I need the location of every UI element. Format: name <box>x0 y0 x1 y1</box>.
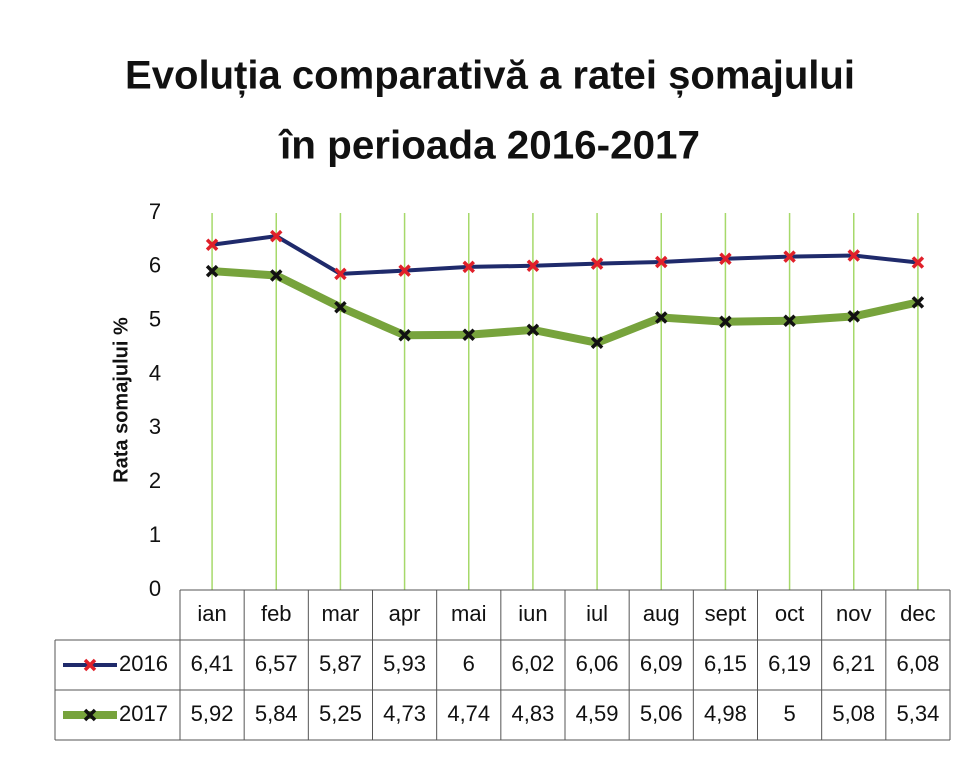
table-value: 6,21 <box>832 651 875 676</box>
marker <box>462 260 475 274</box>
y-tick-label: 0 <box>149 576 161 601</box>
table-value: 5,34 <box>897 701 940 726</box>
x-tick-label: mai <box>451 601 486 626</box>
marker <box>783 250 796 263</box>
x-tick-label: sept <box>705 601 747 626</box>
table-value: 5,92 <box>191 701 234 726</box>
table-value: 5,84 <box>255 701 298 726</box>
table-value: 6,15 <box>704 651 747 676</box>
y-tick-label: 5 <box>149 307 161 332</box>
marker <box>334 267 347 281</box>
legend-marker <box>83 658 97 672</box>
x-tick-label: feb <box>261 601 292 626</box>
table-value: 4,98 <box>704 701 747 726</box>
marker <box>847 249 860 262</box>
line <box>211 267 919 347</box>
x-tick-label: apr <box>389 601 421 626</box>
y-tick-label: 2 <box>149 468 161 493</box>
y-tick-label: 4 <box>149 360 161 385</box>
legend-marker <box>83 708 97 722</box>
table-value: 5,08 <box>832 701 875 726</box>
marker <box>655 311 668 324</box>
marker <box>462 328 475 341</box>
marker <box>526 259 540 273</box>
table-value: 4,74 <box>447 701 490 726</box>
table-value: 6 <box>463 651 475 676</box>
table-value: 4,73 <box>383 701 426 726</box>
marker <box>205 264 219 278</box>
x-tick-label: aug <box>643 601 680 626</box>
table-value: 6,08 <box>897 651 940 676</box>
legend-label: 2016 <box>119 651 168 676</box>
marker <box>590 336 604 350</box>
marker <box>719 315 732 329</box>
marker <box>398 329 411 342</box>
table-value: 6,09 <box>640 651 683 676</box>
marker <box>911 256 925 269</box>
table-value: 5,93 <box>383 651 426 676</box>
table-value: 5,87 <box>319 651 362 676</box>
x-tick-label: nov <box>836 601 871 626</box>
table-value: 6,41 <box>191 651 234 676</box>
legend-label: 2017 <box>119 701 168 726</box>
x-tick-label: oct <box>775 601 804 626</box>
marker <box>270 269 283 282</box>
table-value: 5,06 <box>640 701 683 726</box>
marker <box>783 314 796 327</box>
table-value: 6,02 <box>512 651 555 676</box>
y-tick-label: 6 <box>149 253 161 278</box>
table-value: 4,83 <box>512 701 555 726</box>
marker <box>590 257 604 270</box>
x-tick-label: dec <box>900 601 935 626</box>
x-tick-label: iul <box>586 601 608 626</box>
marker <box>398 264 411 277</box>
marker <box>847 310 860 323</box>
table-value: 4,59 <box>576 701 619 726</box>
line <box>211 234 919 276</box>
x-tick-label: iun <box>518 601 547 626</box>
marker <box>655 255 668 269</box>
table-value: 6,57 <box>255 651 298 676</box>
table-value: 5 <box>783 701 795 726</box>
table-value: 5,25 <box>319 701 362 726</box>
marker <box>205 238 219 252</box>
y-axis-label: Rata somajului % <box>110 317 132 483</box>
table-value: 6,19 <box>768 651 811 676</box>
marker <box>911 296 925 309</box>
y-tick-label: 1 <box>149 522 161 547</box>
marker <box>270 229 283 243</box>
x-tick-label: ian <box>197 601 226 626</box>
chart-title: Evoluția comparativă a ratei șomajului <box>125 54 855 98</box>
marker <box>719 252 732 266</box>
marker <box>334 301 347 314</box>
marker <box>526 323 540 337</box>
chart-title: în perioada 2016-2017 <box>278 124 700 168</box>
y-tick-label: 7 <box>149 199 161 224</box>
y-tick-label: 3 <box>149 414 161 439</box>
x-tick-label: mar <box>321 601 359 626</box>
table-value: 6,06 <box>576 651 619 676</box>
